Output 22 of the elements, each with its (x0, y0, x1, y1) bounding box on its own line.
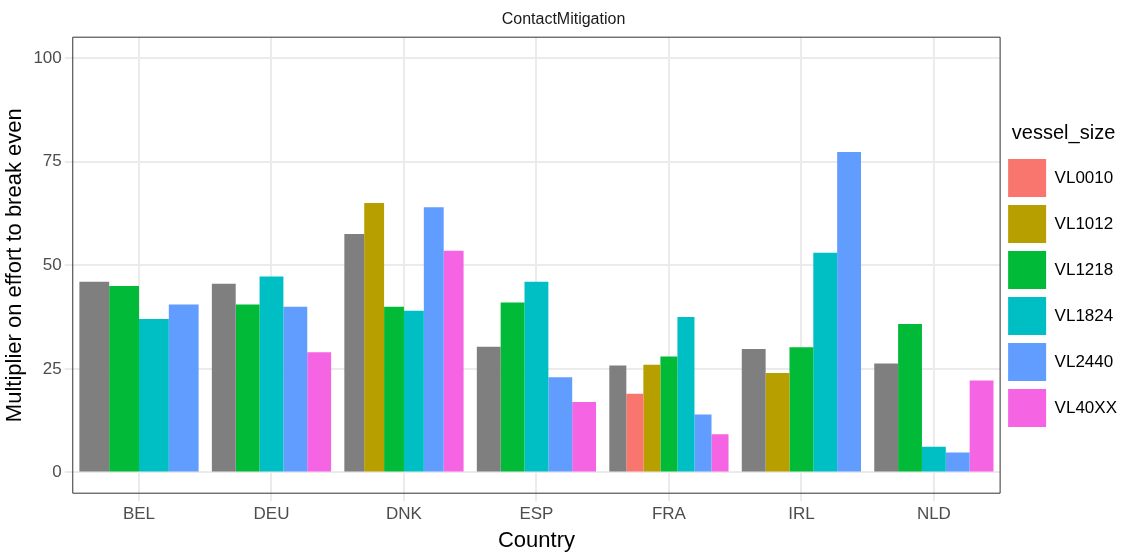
legend-label: VL40XX (1054, 397, 1118, 417)
legend-title: vessel_size (1011, 120, 1116, 144)
legend-label: VL0010 (1054, 167, 1114, 187)
x-tick-label: FRA (651, 504, 687, 524)
x-tick-label: BEL (122, 504, 156, 524)
legend-label: VL2440 (1054, 351, 1114, 371)
y-tick-label: 50 (42, 254, 62, 274)
x-tick-label: ESP (519, 504, 554, 524)
legend-label: VL1824 (1054, 305, 1114, 325)
x-tick-label: DNK (386, 504, 423, 524)
legend-label: VL1012 (1054, 213, 1114, 233)
chart-title: ContactMitigation (501, 10, 626, 28)
x-tick-label: DEU (253, 504, 290, 524)
x-tick-label: NLD (916, 504, 951, 524)
legend-label: VL1218 (1054, 259, 1114, 279)
x-tick-label: IRL (788, 504, 815, 524)
y-tick-label: 0 (52, 462, 62, 482)
y-tick-label: 75 (42, 151, 62, 171)
y-tick-label: 100 (33, 47, 62, 67)
x-axis-title: Country (497, 526, 575, 552)
y-axis-title: Multiplier on effort to break even (1, 108, 27, 423)
y-tick-label: 25 (42, 358, 62, 378)
